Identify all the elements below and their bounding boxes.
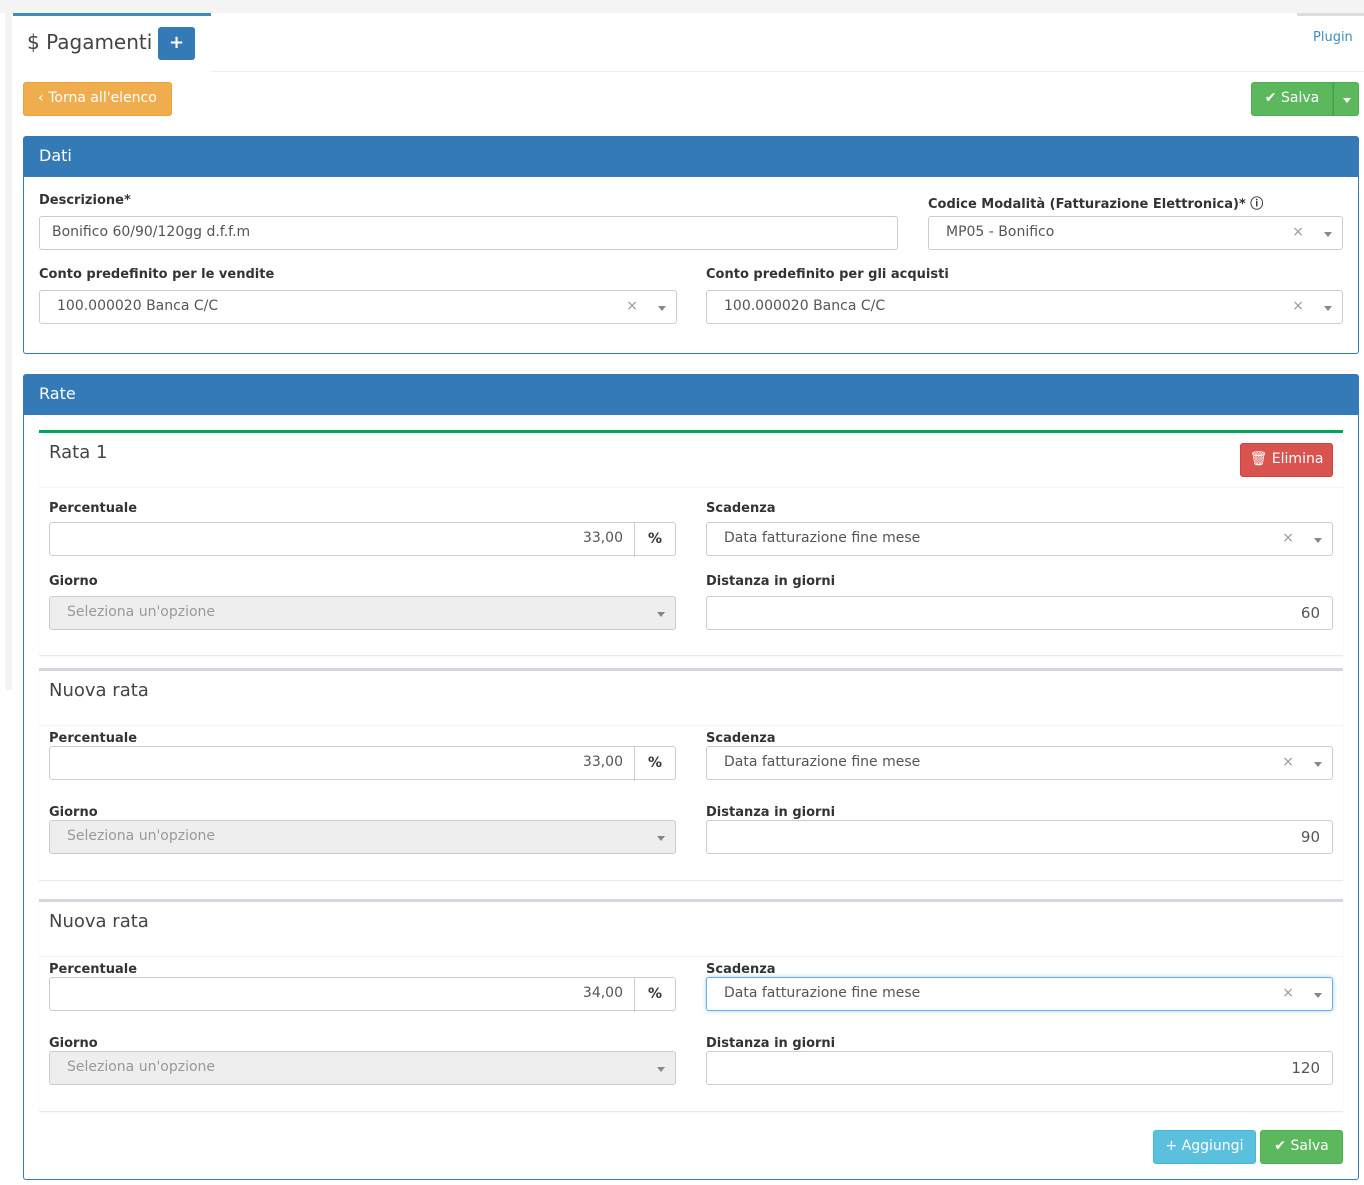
rate-header: Rate bbox=[24, 375, 1358, 415]
caret-down-icon bbox=[1343, 98, 1351, 103]
page-title: $ Pagamenti bbox=[27, 30, 153, 54]
vendite-label: Conto predefinito per le vendite bbox=[39, 267, 275, 282]
clear-icon[interactable]: × bbox=[1282, 754, 1294, 770]
caret-down-icon[interactable] bbox=[1314, 993, 1322, 998]
giorno-select[interactable]: Seleziona un'opzione bbox=[49, 1051, 676, 1085]
rata-box: Nuova rata Percentuale 34,00% Scadenza D… bbox=[39, 899, 1343, 1111]
tab-plugin[interactable]: Plugin bbox=[1297, 13, 1364, 72]
scadenza-value: Data fatturazione fine mese bbox=[724, 754, 921, 770]
divider bbox=[39, 487, 1343, 488]
scadenza-label: Scadenza bbox=[706, 731, 776, 746]
distanza-label: Distanza in giorni bbox=[706, 574, 836, 589]
vendite-value: 100.000020 Banca C/C bbox=[57, 298, 219, 314]
giorno-label: Giorno bbox=[49, 805, 98, 820]
scadenza-select[interactable]: Data fatturazione fine mese × bbox=[706, 977, 1333, 1011]
distanza-label: Distanza in giorni bbox=[706, 1036, 836, 1051]
percentuale-value: 33,00 bbox=[582, 754, 623, 770]
save-rate-button[interactable]: ✔ Salva bbox=[1260, 1130, 1343, 1164]
rata-box: Nuova rata Percentuale 33,00% Scadenza D… bbox=[39, 668, 1343, 880]
scadenza-value: Data fatturazione fine mese bbox=[724, 530, 921, 546]
clear-icon[interactable]: × bbox=[626, 298, 638, 314]
divider bbox=[39, 725, 1343, 726]
codice-select[interactable]: MP05 - Bonifico × bbox=[928, 216, 1343, 250]
delete-button[interactable]: 🗑 Elimina bbox=[1240, 443, 1333, 477]
save-button[interactable]: ✔ Salva bbox=[1251, 82, 1333, 116]
caret-down-icon[interactable] bbox=[657, 836, 665, 841]
distanza-input[interactable]: 120 bbox=[706, 1051, 1333, 1085]
percent-addon: % bbox=[634, 523, 675, 557]
tab-pagamenti[interactable]: $ Pagamenti + bbox=[13, 13, 211, 73]
rata-title: Nuova rata bbox=[49, 680, 149, 701]
distanza-input[interactable]: 90 bbox=[706, 820, 1333, 854]
giorno-placeholder: Seleziona un'opzione bbox=[67, 604, 216, 620]
giorno-placeholder: Seleziona un'opzione bbox=[67, 828, 216, 844]
percentuale-label: Percentuale bbox=[49, 731, 138, 746]
scadenza-select[interactable]: Data fatturazione fine mese × bbox=[706, 746, 1333, 780]
dati-header: Dati bbox=[24, 137, 1358, 177]
caret-down-icon[interactable] bbox=[1324, 232, 1332, 237]
descrizione-label: Descrizione* bbox=[39, 193, 131, 208]
descrizione-input[interactable]: Bonifico 60/90/120gg d.f.f.m bbox=[39, 216, 898, 250]
top-strip bbox=[0, 0, 1364, 13]
percentuale-input[interactable]: 33,00% bbox=[49, 522, 676, 557]
clear-icon[interactable]: × bbox=[1292, 224, 1304, 240]
acquisti-label: Conto predefinito per gli acquisti bbox=[706, 267, 949, 282]
back-button[interactable]: ‹ Torna all'elenco bbox=[23, 82, 172, 116]
rata-box: Rata 1 🗑 Elimina Percentuale 33,00% Scad… bbox=[39, 430, 1343, 655]
acquisti-select[interactable]: 100.000020 Banca C/C × bbox=[706, 290, 1343, 324]
save-dropdown-button[interactable] bbox=[1333, 82, 1359, 116]
percentuale-value: 34,00 bbox=[582, 985, 623, 1001]
rata-title: Rata 1 bbox=[49, 442, 108, 463]
clear-icon[interactable]: × bbox=[1282, 530, 1294, 546]
codice-value: MP05 - Bonifico bbox=[946, 224, 1055, 240]
scadenza-label: Scadenza bbox=[706, 962, 776, 977]
caret-down-icon[interactable] bbox=[657, 1067, 665, 1072]
giorno-select[interactable]: Seleziona un'opzione bbox=[49, 820, 676, 854]
divider bbox=[39, 956, 1343, 957]
add-rata-button[interactable]: + Aggiungi bbox=[1153, 1130, 1256, 1164]
distanza-label: Distanza in giorni bbox=[706, 805, 836, 820]
caret-down-icon[interactable] bbox=[657, 612, 665, 617]
percentuale-input[interactable]: 33,00% bbox=[49, 746, 676, 781]
giorno-select[interactable]: Seleziona un'opzione bbox=[49, 596, 676, 630]
scadenza-label: Scadenza bbox=[706, 501, 776, 516]
distanza-input[interactable]: 60 bbox=[706, 596, 1333, 630]
percentuale-label: Percentuale bbox=[49, 962, 138, 977]
scadenza-select[interactable]: Data fatturazione fine mese × bbox=[706, 522, 1333, 556]
giorno-label: Giorno bbox=[49, 1036, 98, 1051]
scadenza-value: Data fatturazione fine mese bbox=[724, 985, 921, 1001]
clear-icon[interactable]: × bbox=[1292, 298, 1304, 314]
left-border bbox=[5, 13, 12, 690]
dati-panel: Dati Descrizione* Bonifico 60/90/120gg d… bbox=[23, 136, 1359, 354]
caret-down-icon[interactable] bbox=[1324, 306, 1332, 311]
tab-plugin-label[interactable]: Plugin bbox=[1313, 30, 1353, 45]
add-button[interactable]: + bbox=[158, 27, 195, 60]
codice-label: Codice Modalità (Fatturazione Elettronic… bbox=[928, 197, 1264, 212]
divider bbox=[211, 71, 1364, 72]
caret-down-icon[interactable] bbox=[1314, 762, 1322, 767]
percent-addon: % bbox=[634, 747, 675, 781]
percentuale-input[interactable]: 34,00% bbox=[49, 977, 676, 1012]
percent-addon: % bbox=[634, 978, 675, 1012]
vendite-select[interactable]: 100.000020 Banca C/C × bbox=[39, 290, 677, 324]
rata-title: Nuova rata bbox=[49, 911, 149, 932]
caret-down-icon[interactable] bbox=[1314, 538, 1322, 543]
giorno-label: Giorno bbox=[49, 574, 98, 589]
clear-icon[interactable]: × bbox=[1282, 985, 1294, 1001]
caret-down-icon[interactable] bbox=[658, 306, 666, 311]
percentuale-value: 33,00 bbox=[582, 530, 623, 546]
percentuale-label: Percentuale bbox=[49, 501, 138, 516]
giorno-placeholder: Seleziona un'opzione bbox=[67, 1059, 216, 1075]
acquisti-value: 100.000020 Banca C/C bbox=[724, 298, 886, 314]
